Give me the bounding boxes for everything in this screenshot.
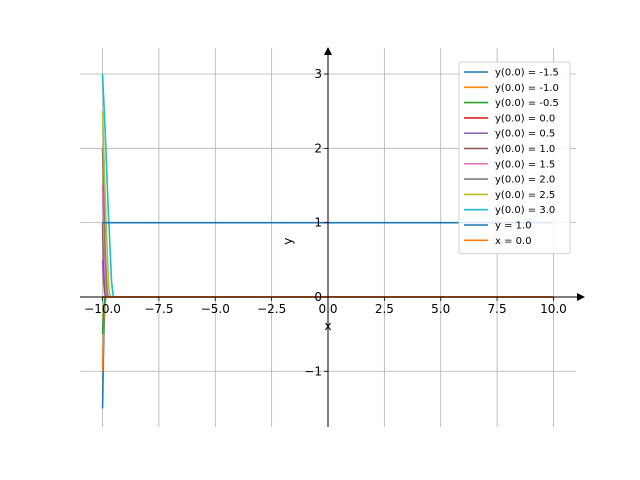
legend-entry-label: x = 0.0: [495, 236, 532, 247]
series-line-8: [101, 111, 112, 298]
y-tick-label: 3: [314, 67, 322, 81]
legend: y(0.0) = -1.5 y(0.0) = -1.0 y(0.0) = -0.5 y…: [458, 61, 571, 255]
x-axis-label: x: [324, 319, 331, 333]
legend-entry-label: y(0.0) = 3.0: [495, 205, 555, 216]
legend-entry-label: y(0.0) = 1.0: [495, 144, 555, 155]
x-tick-label: 10.0: [540, 302, 567, 316]
legend-entry-label: y = 1.0: [495, 221, 532, 232]
x-tick-label: 2.5: [375, 302, 394, 316]
legend-entry-label: y(0.0) = 2.5: [495, 190, 555, 201]
legend-entry-label: y(0.0) = -1.5: [495, 68, 559, 79]
series-line-6: [101, 185, 108, 298]
x-tick-label: 5.0: [431, 302, 450, 316]
x-tick-label: −7.5: [144, 302, 173, 316]
y-tick-label: −1: [304, 364, 322, 378]
series-line-9: [101, 73, 115, 298]
x-axis-arrow: [577, 292, 585, 301]
legend-entry-label: y(0.0) = -0.5: [495, 98, 559, 109]
y-axis-label: y: [281, 238, 295, 245]
axes: [80, 47, 585, 427]
legend-entry-label: y(0.0) = 2.0: [495, 175, 555, 186]
series-line-5: [101, 222, 107, 298]
x-tick-label: 0.0: [318, 302, 337, 316]
y-tick-label: 1: [314, 216, 322, 230]
x-tick-label: 7.5: [488, 302, 507, 316]
x-tick-label: −2.5: [257, 302, 286, 316]
legend-entry-label: y(0.0) = -1.0: [495, 83, 559, 94]
tick-labels: −10.0 −7.5 −5.0 −2.5 0.0 2.5 5.0 7.5 10.0 −1 0 1 2 3: [84, 67, 567, 378]
legend-entry-label: y(0.0) = 1.5: [495, 159, 555, 170]
y-tick-label: 0: [314, 290, 322, 304]
series-line-7: [101, 148, 109, 298]
y-axis-arrow: [324, 47, 332, 55]
x-tick-label: −5.0: [201, 302, 230, 316]
legend-entry-label: y(0.0) = 0.5: [495, 129, 555, 140]
legend-frame: [458, 61, 571, 255]
x-tick-label: −10.0: [84, 302, 121, 316]
y-tick-label: 2: [314, 141, 322, 155]
legend-entry-label: y(0.0) = 0.0: [495, 113, 555, 124]
